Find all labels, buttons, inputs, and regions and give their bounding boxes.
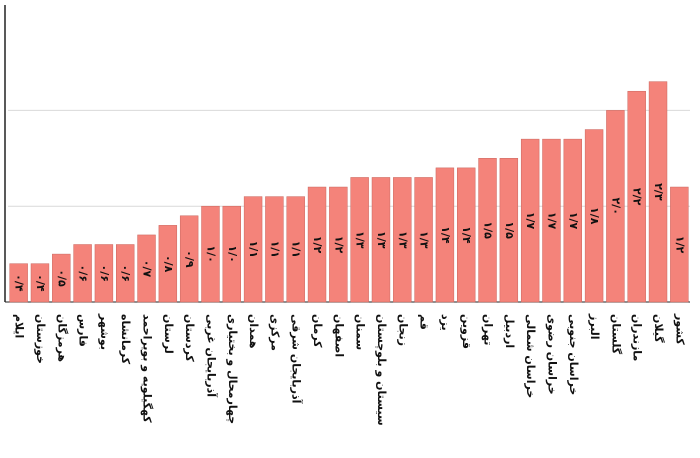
bar: [243, 196, 263, 303]
value-label: ۰/۴: [34, 274, 47, 292]
bar: [371, 177, 391, 303]
bar: [478, 158, 497, 303]
value-label: ۰/۸: [162, 255, 175, 273]
x-tick-label: مرکزی: [268, 314, 281, 351]
value-label: ۰/۶: [98, 265, 111, 282]
bar: [116, 244, 135, 303]
value-label: ۱/۱: [247, 241, 260, 258]
x-tick-label: کرمانشاه: [119, 314, 132, 365]
x-tick-label: چهارمحال و بختیاری: [226, 314, 239, 424]
x-tick-label: اصفهان: [332, 314, 345, 357]
bar: [499, 158, 519, 303]
x-tick-label: کرمان: [311, 314, 324, 348]
x-tick-label: تهران: [482, 314, 495, 345]
value-label: ۱/۲: [673, 236, 686, 254]
bar: [670, 186, 689, 303]
bar: [158, 225, 178, 303]
bar: [606, 110, 625, 303]
value-label: ۱/۴: [460, 226, 473, 244]
bar: [307, 186, 327, 303]
x-tick-label: کردستان: [183, 314, 196, 362]
value-label: ۱/۲: [311, 236, 324, 254]
value-label: ۱/۷: [567, 212, 580, 230]
value-label: ۲/۰: [609, 197, 622, 214]
bar: [648, 81, 668, 303]
bar: [329, 186, 348, 303]
x-tick-label: خراسان رضوی: [545, 314, 558, 395]
value-label: ۰/۷: [141, 260, 154, 278]
bar: [457, 167, 476, 303]
bar: [73, 244, 92, 303]
x-tick-label: سمنان: [354, 314, 367, 350]
value-label: ۱/۳: [354, 231, 367, 249]
x-tick-label: اردبیل: [503, 314, 516, 348]
x-tick-label: خراسان شمالی: [524, 314, 537, 398]
x-tick-label: خوزستان: [34, 314, 47, 364]
x-tick-label: هرمزگان: [55, 314, 68, 362]
value-label: ۱/۷: [545, 212, 558, 230]
value-label: ۱/۵: [482, 221, 495, 239]
x-tick-label: گلستان: [609, 314, 622, 355]
value-label: ۱/۵: [503, 221, 516, 239]
value-label: ۱/۸: [588, 207, 601, 225]
bar: [542, 138, 561, 303]
bar: [563, 138, 582, 303]
x-tick-label: سیستان و بلوچستان: [375, 314, 388, 426]
bar: [137, 234, 156, 303]
bar: [286, 196, 305, 303]
bar: [222, 205, 241, 303]
x-tick-label: آذربایجان غربی: [204, 314, 218, 397]
x-tick-label: همدان: [247, 314, 260, 349]
x-tick-label: خراسان جنوبی: [567, 314, 580, 395]
value-label: ۱/۳: [396, 231, 409, 249]
value-label: ۱/۰: [204, 245, 217, 262]
value-label: ۱/۳: [418, 231, 431, 249]
bar: [201, 205, 220, 303]
value-label: ۰/۵: [55, 269, 68, 287]
x-tick-label: مازندران: [631, 314, 644, 361]
value-label: ۱/۱: [268, 241, 281, 258]
x-tick-label: کشور: [673, 313, 686, 345]
value-label: ۱/۰: [226, 245, 239, 262]
x-tick-label: ایلام: [13, 314, 26, 338]
bar: [52, 253, 71, 303]
x-tick-label: قم: [418, 314, 431, 330]
value-label: ۲/۲: [631, 188, 644, 206]
value-label: ۱/۷: [524, 212, 537, 230]
value-label: ۰/۹: [183, 250, 196, 268]
bar: [179, 215, 199, 303]
value-label: ۱/۳: [375, 231, 388, 249]
bar: [9, 263, 28, 303]
bar: [393, 177, 412, 303]
bar: [435, 167, 455, 303]
bar: [94, 244, 114, 303]
x-tick-label: لرستان: [162, 314, 175, 354]
x-tick-label: قزوین: [460, 314, 473, 349]
x-tick-label: فارس: [77, 314, 90, 347]
value-label: ۲/۳: [652, 183, 665, 201]
x-tick-label: بوشهر: [98, 313, 111, 350]
x-tick-label: زنجان: [396, 314, 409, 346]
value-label: ۱/۲: [332, 236, 345, 254]
x-tick-label: البرز: [588, 313, 601, 340]
bar: [627, 90, 646, 303]
x-tick-label: یزد: [439, 314, 452, 331]
bar: [414, 177, 433, 303]
x-tick-label: آذربایجان شرقی: [290, 314, 304, 404]
bar: [520, 138, 540, 303]
x-tick-label: کهگیلویه و بویراحمد: [141, 314, 154, 423]
value-label: ۰/۶: [77, 265, 90, 282]
bar: [584, 129, 604, 303]
value-label: ۰/۶: [119, 265, 132, 282]
bar: [350, 177, 369, 303]
x-tick-label: گیلان: [652, 314, 665, 343]
bar: [265, 196, 284, 303]
value-label: ۱/۴: [439, 226, 452, 244]
bar: [30, 263, 50, 303]
value-label: ۰/۴: [13, 274, 26, 292]
value-label: ۱/۱: [290, 241, 303, 258]
